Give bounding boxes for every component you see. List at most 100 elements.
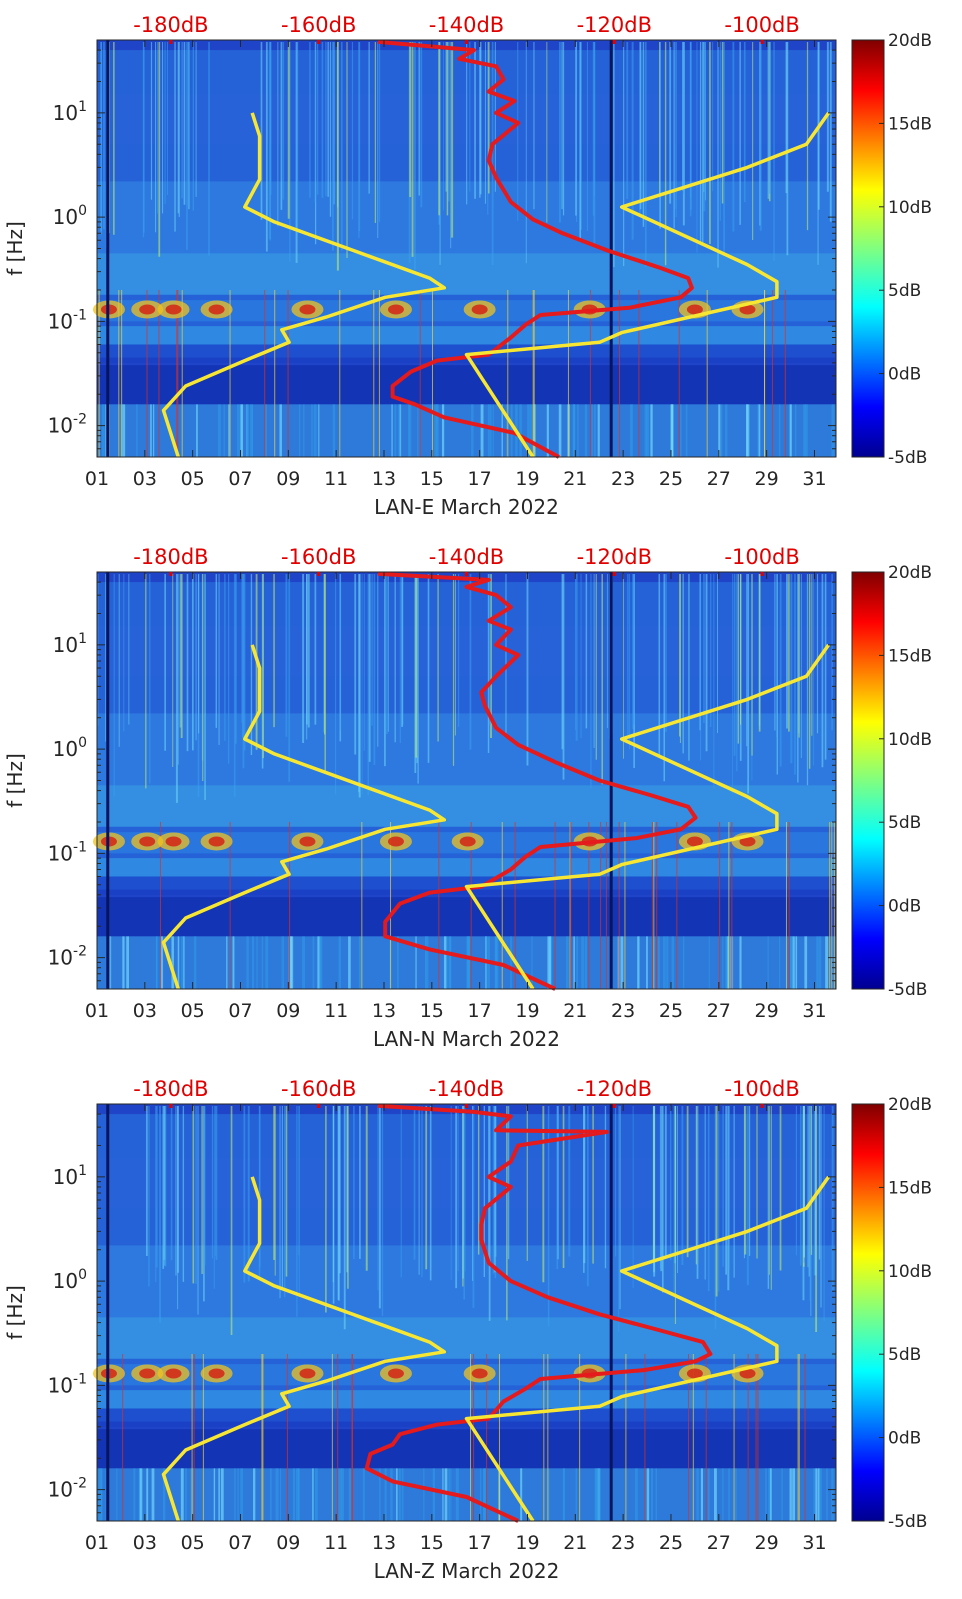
colorbar-label: 10dB [888,1262,932,1282]
spectrogram-band [97,326,836,345]
spectrogram-event-core [686,1368,703,1379]
x-tick-label: 27 [707,1532,731,1554]
y-tick-label: 101 [53,631,87,657]
curve-median-noise-level [364,1103,713,1523]
spectrogram-event-core [139,304,156,315]
panel-3: 01 03 05 07 09 11 13 15 17 19 21 23 25 27 29 31 LAN-Z Ma… [3,1077,932,1583]
x-tick-label: 19 [515,468,539,490]
x-tick-label: 05 [181,1532,205,1554]
spectrogram-band [97,785,836,827]
x-tick-label: 25 [659,1000,683,1022]
curve-nhnm [464,111,831,458]
curve-nhnm [464,643,831,990]
y-axis-label: f [Hz] [3,1285,27,1340]
x-tick-label: 11 [324,1000,348,1022]
x-tick-label: 29 [755,468,779,490]
x-tick-label: 27 [707,468,731,490]
spectrogram-event-core [739,836,756,847]
spectrogram-event-core [165,1368,182,1379]
colorbar-label: 20dB [888,31,932,51]
spectrogram-band [97,1245,836,1318]
x-tick-label: 29 [755,1532,779,1554]
top-db-scale-label: -120dB [577,545,652,569]
x-tick-label: 05 [181,468,205,490]
spectrogram-band [97,897,836,937]
x-tick-label: 25 [659,468,683,490]
x-tick-label: 03 [133,1000,157,1022]
y-axis-label: f [Hz] [3,221,27,276]
spectrogram-event-core [459,836,476,847]
x-tick-label: 17 [468,1000,492,1022]
spectrogram-event-core [471,1368,488,1379]
y-tick-label: 10-2 [48,1476,87,1502]
colorbar-label: 0dB [888,1429,921,1449]
spectrogram-band [97,253,836,295]
top-db-scale-label: -140dB [429,13,504,37]
colorbar-label: -5dB [888,1512,927,1532]
colorbar-label: 0dB [888,365,921,385]
top-db-scale-label: -120dB [577,1077,652,1101]
top-db-scale-label: -140dB [429,1077,504,1101]
spectrogram-band [97,626,836,677]
x-tick-label: 01 [85,468,109,490]
spectrogram-event-core [299,304,316,315]
top-db-scale-label: -100dB [724,13,799,37]
x-tick-label: 31 [802,1532,826,1554]
x-tick-label: 21 [563,1000,587,1022]
x-axis-label: LAN-Z March 2022 [374,1559,560,1583]
spectrogram-event-core [387,1368,404,1379]
spectrogram-event-core [686,836,703,847]
spectrogram-band [97,365,836,405]
x-tick-label: 29 [755,1000,779,1022]
y-tick-label: 10-1 [48,839,87,865]
x-tick-label: 13 [372,1000,396,1022]
colorbar-label: 15dB [888,114,932,134]
y-tick-label: 100 [53,735,87,761]
spectrogram-band [97,1317,836,1359]
x-tick-label: 23 [611,1000,635,1022]
top-db-scale-label: -180dB [133,13,208,37]
x-tick-label: 23 [611,468,635,490]
spectrogram-event-core [387,304,404,315]
spectrogram-event-core [686,304,703,315]
colorbar-label: 5dB [888,281,921,301]
curve-nlnm [161,1176,447,1522]
y-tick-label: 101 [53,1163,87,1189]
curve-median-noise-level [377,39,694,459]
spectrogram-event-core [208,304,225,315]
colorbar-label: 20dB [888,563,932,583]
colorbar-label: 5dB [888,813,921,833]
colorbar-label: 10dB [888,198,932,218]
top-db-scale-label: -160dB [281,545,356,569]
x-tick-label: 07 [228,468,252,490]
colorbar [851,1103,885,1522]
colorbar-label: -5dB [888,448,927,468]
y-tick-label: 10-2 [48,412,87,438]
curve-nlnm [161,644,447,990]
x-tick-label: 01 [85,1532,109,1554]
x-tick-label: 17 [468,1532,492,1554]
x-tick-label: 17 [468,468,492,490]
x-tick-label: 25 [659,1532,683,1554]
x-tick-label: 13 [372,1532,396,1554]
y-tick-label: 100 [53,203,87,229]
x-axis-label: LAN-N March 2022 [373,1027,560,1051]
y-tick-label: 10-1 [48,1371,87,1397]
panel-2: 01 03 05 07 09 11 13 15 17 19 21 23 25 27 29 31 LAN-N Ma… [3,545,932,1051]
x-tick-label: 21 [563,1532,587,1554]
spectrogram-event-core [208,836,225,847]
colorbar-label: 0dB [888,897,921,917]
x-tick-label: 31 [802,468,826,490]
x-tick-label: 15 [420,1532,444,1554]
x-tick-label: 21 [563,468,587,490]
y-tick-label: 10-1 [48,307,87,333]
colorbar-label: -5dB [888,980,927,1000]
y-tick-label: 101 [53,99,87,125]
spectrogram-event-core [387,836,404,847]
x-tick-label: 13 [372,468,396,490]
x-tick-label: 19 [515,1000,539,1022]
x-tick-label: 15 [420,468,444,490]
panel-1: 01 03 05 07 09 11 13 15 17 19 21 23 25 27 29 31 LAN-E Ma… [3,13,932,519]
x-tick-label: 03 [133,1532,157,1554]
